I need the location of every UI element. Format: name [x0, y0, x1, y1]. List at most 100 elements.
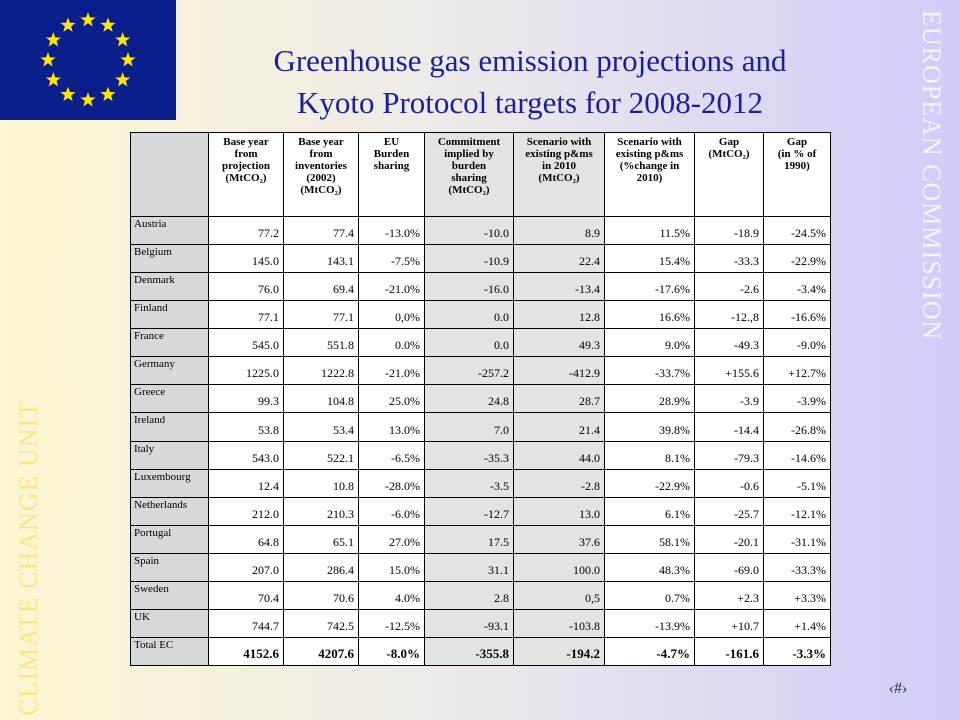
- value-cell: 0.0: [424, 328, 514, 358]
- value-cell: 76.0: [208, 272, 284, 302]
- value-cell: 37.6: [513, 524, 605, 554]
- country-cell: Luxembourg: [130, 468, 209, 498]
- value-cell: 104.8: [283, 384, 359, 414]
- value-cell: 77.2: [208, 215, 284, 246]
- star-icon: [45, 72, 61, 87]
- table-row: Finland 77.1 77.1 0,0% 0.0 12.8 16.6% -12.,8 -16…: [130, 300, 831, 330]
- star-icon: [40, 52, 56, 67]
- table-header-line: Gap: [718, 136, 740, 148]
- value-cell: -12.7: [424, 496, 514, 526]
- table-header-cell: Scenario with existing p&ms (%change in 201…: [604, 132, 695, 217]
- country-cell: Belgium: [130, 244, 209, 274]
- country-cell: Austria: [130, 215, 209, 246]
- country-cell: UK: [130, 608, 209, 638]
- value-cell: -17.6%: [604, 272, 695, 302]
- table-header-unit: (MtCO₂): [448, 184, 490, 196]
- value-cell: -49.3: [694, 328, 764, 358]
- value-cell: 6.1%: [604, 496, 695, 526]
- table-body: Austria 77.2 77.4 -13.0% -10.0 8.9 11.5% -18.9-…: [130, 215, 831, 667]
- value-cell: 0,0%: [358, 300, 425, 330]
- table-header-line: (MtCO₂): [708, 148, 750, 160]
- star-icon: [100, 86, 116, 102]
- table-header-cell: EU Burden sharing: [358, 132, 425, 217]
- country-cell: Finland: [130, 300, 209, 330]
- value-cell: -7.5%: [358, 244, 425, 274]
- star-icon: [80, 12, 96, 27]
- value-cell: -13.9%: [604, 608, 695, 638]
- table-header-cell: Base year from inventories (2002) (MtCO₂): [283, 132, 359, 217]
- value-cell: 44.0: [513, 440, 605, 470]
- value-cell: 58.1%: [604, 524, 695, 554]
- value-cell: 70.4: [208, 580, 284, 610]
- value-cell: 0.7%: [604, 580, 695, 610]
- value-cell: -4.7%: [604, 636, 695, 667]
- star-icon: [120, 52, 136, 67]
- value-cell: 70.6: [283, 580, 359, 610]
- value-cell: -355.8: [424, 636, 514, 667]
- star-icon: [100, 17, 116, 32]
- value-cell: 28.7: [513, 384, 605, 414]
- table-row: Netherlands 212.0 210.3 -6.0% -12.7 13.0 6.1% -…: [130, 496, 831, 526]
- value-cell: 65.1: [283, 524, 359, 554]
- value-cell: 545.0: [208, 328, 284, 358]
- value-cell: 4.0%: [358, 580, 425, 610]
- value-cell: 543.0: [208, 440, 284, 470]
- table-header-corner: [130, 132, 209, 217]
- table-header-row: Base year from projection (MtCO₂) Base year f…: [130, 132, 831, 217]
- climate-change-unit-label: CLIMATE CHANGE UNIT: [14, 400, 43, 716]
- country-cell: Denmark: [130, 272, 209, 302]
- value-cell: -16.6%: [763, 300, 831, 330]
- country-cell: Netherlands: [130, 496, 209, 526]
- value-cell: -5.1%: [763, 468, 831, 498]
- value-cell: -35.3: [424, 440, 514, 470]
- table-header-unit: (MtCO₂): [225, 172, 267, 184]
- country-cell: Sweden: [130, 580, 209, 610]
- table-header-line: 1990): [784, 160, 810, 172]
- value-cell: +10.7: [694, 608, 764, 638]
- table-header-line: existing p&ms: [525, 148, 593, 160]
- table-header-cell: Gap (MtCO₂): [694, 132, 764, 217]
- value-cell: 0.0: [424, 300, 514, 330]
- value-cell: 53.8: [208, 412, 284, 442]
- page-number: ‹#›: [888, 680, 908, 697]
- value-cell: -3.3%: [763, 636, 831, 667]
- value-cell: 7.0: [424, 412, 514, 442]
- value-cell: -3.9: [694, 384, 764, 414]
- slide-title-line-2: Kyoto Protocol targets for 2008-2012: [296, 85, 764, 120]
- value-cell: 551.8: [283, 328, 359, 358]
- table-row: Spain 207.0 286.4 15.0% 31.1 100.0 48.3% -69.0-…: [130, 552, 831, 582]
- country-cell: Germany: [130, 356, 209, 386]
- value-cell: -21.0%: [358, 272, 425, 302]
- value-cell: -12.,8: [694, 300, 764, 330]
- table-header-line: sharing: [373, 160, 410, 172]
- star-icon: [115, 32, 131, 47]
- value-cell: -2.6: [694, 272, 764, 302]
- value-cell: +1.4%: [763, 608, 831, 638]
- value-cell: -16.0: [424, 272, 514, 302]
- value-cell: 286.4: [283, 552, 359, 582]
- slide-title-line-1: Greenhouse gas emission projections and: [273, 43, 787, 78]
- table-row: France 545.0 551.8 0.0% 0.0 49.3 9.0% -49.3 -9.0…: [130, 328, 831, 358]
- value-cell: -10.0: [424, 215, 514, 246]
- value-cell: -14.4: [694, 412, 764, 442]
- value-cell: -28.0%: [358, 468, 425, 498]
- value-cell: 15.4%: [604, 244, 695, 274]
- value-cell: +155.6: [694, 356, 764, 386]
- value-cell: -6.5%: [358, 440, 425, 470]
- value-cell: 16.6%: [604, 300, 695, 330]
- table-row: Portugal 64.8 65.1 27.0% 17.5 37.6 58.1% -20.1-…: [130, 524, 831, 554]
- table-header-line: in 2010: [542, 160, 576, 172]
- table-row: Italy 543.0 522.1 -6.5% -35.3 44.0 8.1% -79.3 -1…: [130, 440, 831, 470]
- value-cell: -2.8: [513, 468, 605, 498]
- value-cell: -194.2: [513, 636, 605, 667]
- emissions-table-container: Base year from projection (MtCO₂) Base year f…: [130, 132, 831, 667]
- value-cell: 742.5: [283, 608, 359, 638]
- value-cell: 53.4: [283, 412, 359, 442]
- value-cell: -31.1%: [763, 524, 831, 554]
- value-cell: -3.9%: [763, 384, 831, 414]
- value-cell: 48.3%: [604, 552, 695, 582]
- value-cell: -0.6: [694, 468, 764, 498]
- value-cell: 64.8: [208, 524, 284, 554]
- value-cell: 99.3: [208, 384, 284, 414]
- country-cell: Greece: [130, 384, 209, 414]
